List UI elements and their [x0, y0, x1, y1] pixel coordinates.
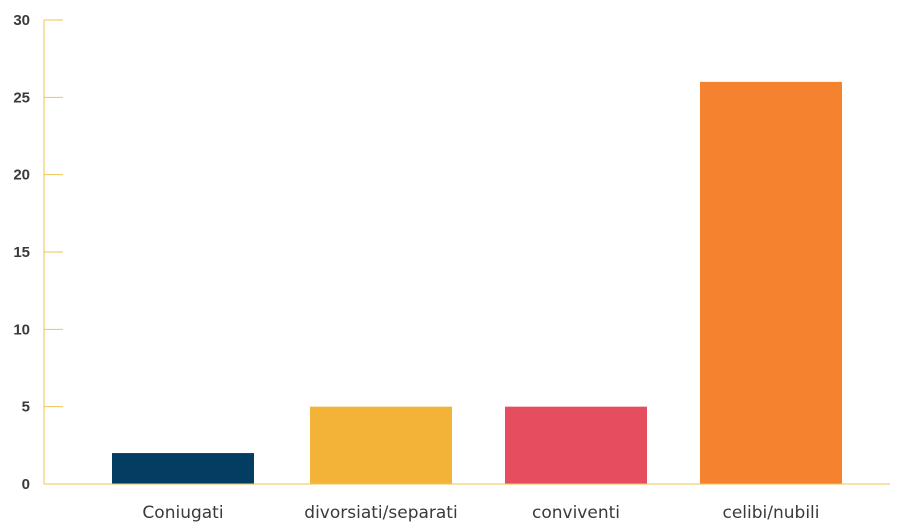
x-axis: Coniugati divorsiati/separati conviventi ce…: [44, 483, 890, 523]
x-category-label: Coniugati: [142, 503, 223, 523]
x-category-label: divorsiati/separati: [304, 503, 457, 523]
y-tick-label: 25: [13, 89, 30, 106]
bar-conviventi: [505, 406, 647, 484]
bars: [112, 81, 842, 484]
bar-divorsiati-separati: [310, 406, 452, 484]
y-tick-label: 10: [13, 321, 30, 338]
y-tick-label: 15: [13, 244, 30, 261]
y-tick-label: 30: [13, 12, 30, 29]
bar-coniugati: [112, 453, 254, 484]
y-tick-label: 5: [22, 399, 30, 416]
x-category-label: conviventi: [532, 503, 620, 523]
y-axis: 0 5 10 15 20 25 30: [13, 12, 63, 493]
y-tick-label: 20: [13, 167, 30, 184]
bar-celibi-nubili: [700, 81, 842, 484]
y-tick-label: 0: [22, 476, 30, 493]
x-category-label: celibi/nubili: [722, 503, 819, 523]
